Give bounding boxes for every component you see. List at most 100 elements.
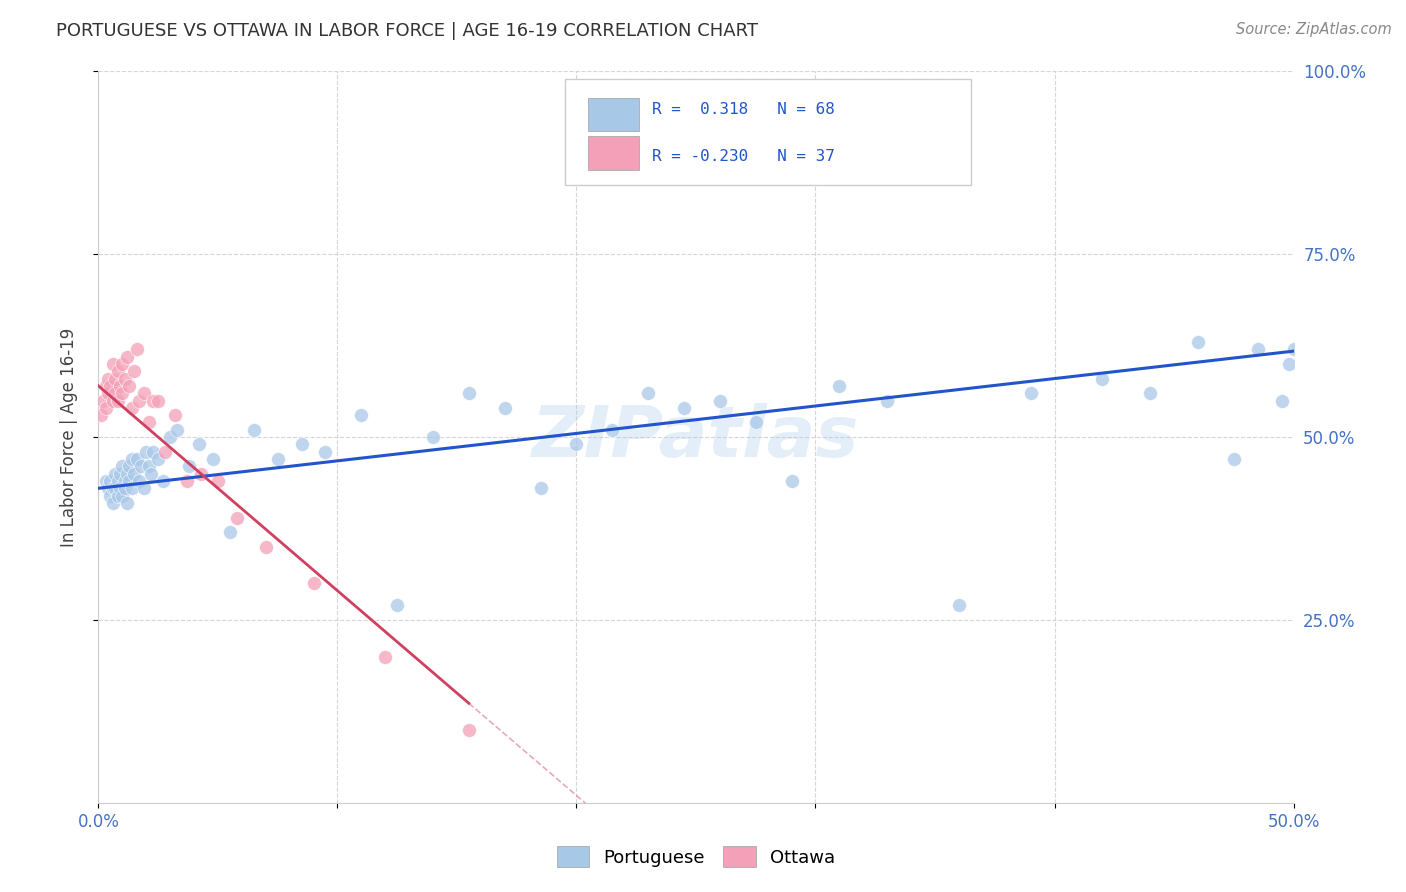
Point	[107, 364, 129, 378]
Point	[254, 540, 277, 554]
Point	[1282, 343, 1305, 357]
Point	[148, 393, 170, 408]
Point	[207, 474, 229, 488]
Point	[115, 496, 138, 510]
FancyBboxPatch shape	[589, 98, 638, 131]
Point	[135, 444, 157, 458]
Point	[98, 489, 122, 503]
Point	[108, 467, 131, 481]
Point	[131, 459, 153, 474]
Point	[118, 379, 141, 393]
Point	[107, 393, 129, 408]
Point	[94, 379, 117, 393]
Point	[350, 408, 373, 422]
Point	[121, 452, 143, 467]
Point	[166, 423, 188, 437]
Point	[125, 452, 148, 467]
Point	[179, 459, 201, 474]
Point	[302, 576, 325, 591]
Point	[565, 437, 588, 451]
Point	[128, 393, 150, 408]
Text: R =  0.318   N = 68: R = 0.318 N = 68	[652, 103, 835, 118]
Point	[97, 386, 120, 401]
Point	[128, 474, 150, 488]
Point	[159, 430, 181, 444]
Point	[101, 357, 124, 371]
Point	[111, 489, 134, 503]
Point	[637, 386, 659, 401]
Point	[124, 467, 146, 481]
Point	[458, 723, 481, 737]
Legend: Portuguese, Ottawa: Portuguese, Ottawa	[550, 839, 842, 874]
Point	[114, 474, 136, 488]
Text: R = -0.230   N = 37: R = -0.230 N = 37	[652, 149, 835, 164]
Point	[104, 371, 127, 385]
Point	[90, 408, 112, 422]
Text: ZIPatlas: ZIPatlas	[533, 402, 859, 472]
Point	[115, 350, 138, 364]
Point	[107, 489, 129, 503]
Point	[114, 481, 136, 495]
Point	[1278, 357, 1301, 371]
Point	[385, 599, 409, 613]
Point	[190, 467, 212, 481]
Point	[132, 481, 155, 495]
Point	[98, 474, 122, 488]
Point	[1222, 452, 1246, 467]
Point	[155, 444, 177, 458]
Point	[91, 393, 114, 408]
Point	[108, 481, 131, 495]
Point	[187, 437, 209, 451]
Point	[291, 437, 314, 451]
Point	[139, 467, 162, 481]
Point	[118, 459, 141, 474]
Point	[97, 371, 120, 385]
Point	[176, 474, 198, 488]
Point	[94, 401, 117, 415]
Point	[138, 459, 160, 474]
Point	[101, 481, 124, 495]
Point	[94, 474, 117, 488]
Point	[1019, 386, 1042, 401]
Point	[494, 401, 516, 415]
Point	[422, 430, 444, 444]
Text: Source: ZipAtlas.com: Source: ZipAtlas.com	[1236, 22, 1392, 37]
Point	[111, 357, 134, 371]
Point	[1246, 343, 1268, 357]
Point	[163, 408, 186, 422]
Point	[124, 364, 146, 378]
Point	[115, 467, 138, 481]
Point	[108, 379, 131, 393]
Point	[243, 423, 266, 437]
Point	[315, 444, 337, 458]
Point	[101, 393, 124, 408]
Point	[1091, 371, 1114, 385]
Point	[202, 452, 225, 467]
Point	[226, 510, 249, 524]
Point	[876, 393, 898, 408]
Point	[374, 649, 396, 664]
Point	[1187, 334, 1209, 349]
Y-axis label: In Labor Force | Age 16-19: In Labor Force | Age 16-19	[59, 327, 77, 547]
Point	[529, 481, 551, 495]
Point	[118, 474, 141, 488]
Point	[152, 474, 174, 488]
Point	[948, 599, 970, 613]
Point	[104, 481, 127, 495]
FancyBboxPatch shape	[589, 136, 638, 170]
Point	[132, 386, 155, 401]
Point	[142, 444, 165, 458]
Point	[219, 525, 242, 540]
Point	[138, 416, 160, 430]
Point	[709, 393, 731, 408]
Point	[111, 386, 134, 401]
Point	[107, 474, 129, 488]
Point	[121, 481, 143, 495]
Point	[97, 481, 120, 495]
Point	[780, 474, 803, 488]
Point	[458, 386, 481, 401]
Text: PORTUGUESE VS OTTAWA IN LABOR FORCE | AGE 16-19 CORRELATION CHART: PORTUGUESE VS OTTAWA IN LABOR FORCE | AG…	[56, 22, 758, 40]
Point	[104, 467, 127, 481]
FancyBboxPatch shape	[565, 78, 970, 185]
Point	[828, 379, 851, 393]
